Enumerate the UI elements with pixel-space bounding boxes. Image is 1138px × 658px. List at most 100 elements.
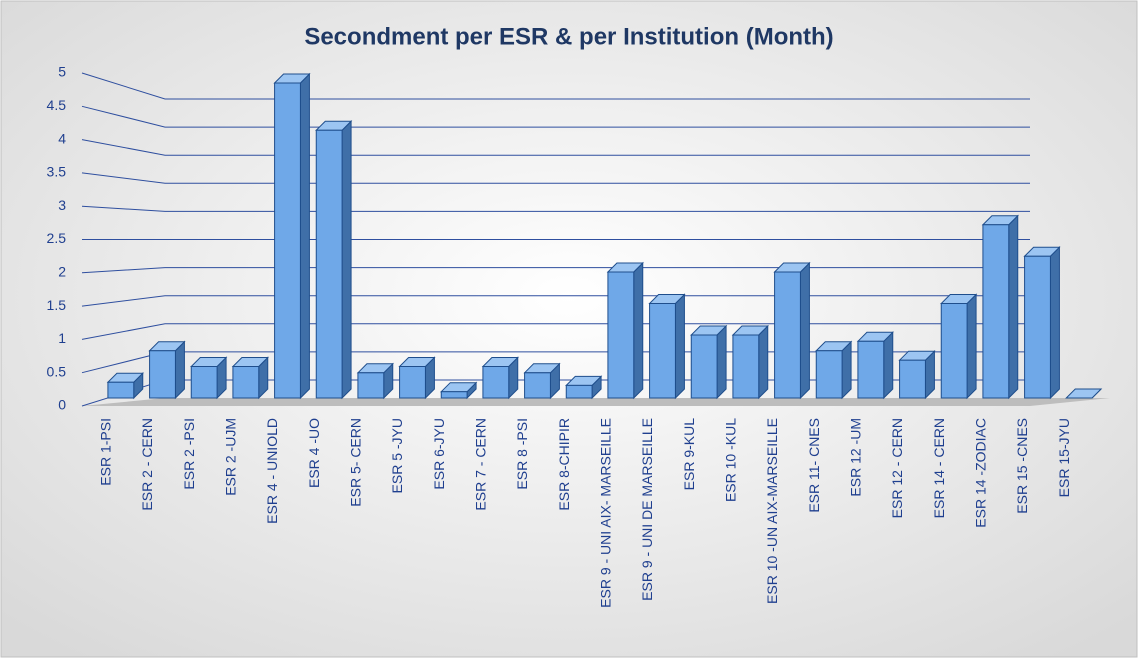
x-tick-label: ESR 12 - CERN [889,418,905,518]
grid-line [81,205,1030,212]
y-tick-label: 2.5 [47,230,67,246]
bar-face [174,340,185,400]
x-tick-label: ESR 10 -KUL [723,418,739,502]
bar-face [633,261,644,400]
bar-face [899,359,926,399]
bar [940,293,978,400]
bar-face [190,366,218,399]
bar-face [149,350,176,399]
bar-face [357,372,385,399]
x-tick-label: ESR 12 -UM [848,418,864,497]
bar-face [774,271,801,399]
bar-face [674,293,685,400]
y-tick-label: 3 [58,197,66,213]
y-tick-label: 4.5 [47,97,67,113]
bar-face [107,381,135,399]
y-tick-label: 3.5 [47,164,67,180]
x-tick-label: ESR 15-JYU [1056,418,1072,497]
bar [481,356,519,400]
bar [273,72,311,400]
bar [856,331,894,400]
floor [82,398,1110,406]
bar [1023,246,1061,400]
bar [648,293,686,400]
bar-face [982,224,1010,399]
bar-face [440,391,468,399]
bar [773,261,811,400]
bar [1065,388,1103,399]
bar [523,362,561,400]
bar [106,372,144,400]
x-tick-label: ESR 9 - UNI AIX- MARSEILLE [598,418,614,608]
x-tick-label: ESR 4 -UO [306,418,322,488]
x-tick-label: ESR 4 - UNIOLD [264,418,280,524]
bar-face [799,261,810,400]
bar-face [732,334,760,399]
bar [148,340,186,400]
grid-line [81,323,1030,340]
x-tick-label: ESR 9 - UNI DE MARSEILLE [639,418,655,601]
y-tick-label: 2 [58,264,66,280]
bar-face [524,372,551,399]
bar-face [607,271,635,399]
x-tick-label: ESR 2 -UJM [223,418,239,496]
bar [440,381,478,400]
bar-face [716,324,727,400]
x-tick-label: ESR 9-KUL [681,418,697,491]
x-tick-label: ESR 14 -ZODIAC [973,418,989,528]
bar-face [966,293,977,400]
bar-face [857,340,885,399]
bar-face [299,72,310,400]
x-tick-label: ESR 11- CNES [806,418,822,513]
bar-face [399,366,426,399]
x-tick-label: ESR 2 -PSI [181,418,197,490]
y-tick-label: 1 [58,330,66,346]
bar [190,356,228,400]
grid-line [81,72,1030,100]
bar-face [883,331,894,400]
bar [981,214,1019,400]
bar-face [815,350,843,399]
bar-face [940,303,968,399]
bar-face [690,334,718,399]
grid-line [81,172,1030,184]
y-tick-label: 0 [58,397,66,413]
y-tick-label: 1.5 [47,297,67,313]
chart-title: Secondment per ESR & per Institution (Mo… [304,23,833,50]
x-tick-label: ESR 10 -UN AIX-MARSEILLE [764,418,780,604]
bar-face [1008,214,1019,400]
bar [690,324,728,400]
x-tick-label: ESR 5 -JYU [389,418,405,493]
bar-face [649,303,676,399]
grid-line [81,139,1030,156]
bar-face [1065,388,1103,399]
x-tick-label: ESR 15 -CNES [1014,418,1030,514]
bar [356,362,394,400]
y-tick-label: 0.5 [47,363,67,379]
x-tick-label: ESR 8-CHIPIR [556,418,572,511]
x-tick-label: ESR 1-PSI [98,418,114,486]
x-tick-label: ESR 8 -PSI [514,418,530,490]
bar [315,120,353,400]
x-tick-label: ESR 14 - CERN [931,418,947,518]
bar-face [341,120,352,400]
grid-line [81,267,1030,274]
bar-face [1024,255,1051,399]
grid-line [81,295,1030,307]
bar [231,356,269,400]
bar [398,356,436,400]
bar-face [315,129,343,399]
bar [606,261,644,400]
bar-face [758,324,769,400]
bar-face [482,366,510,399]
bar [731,324,769,400]
bar-face [274,82,301,399]
bar [898,349,936,400]
x-tick-label: ESR 7 - CERN [473,418,489,511]
bar [815,340,853,400]
bar-face [841,340,852,400]
x-tick-label: ESR 5- CERN [348,418,364,507]
y-tick-label: 5 [58,64,66,80]
x-tick-label: ESR 6-JYU [431,418,447,490]
